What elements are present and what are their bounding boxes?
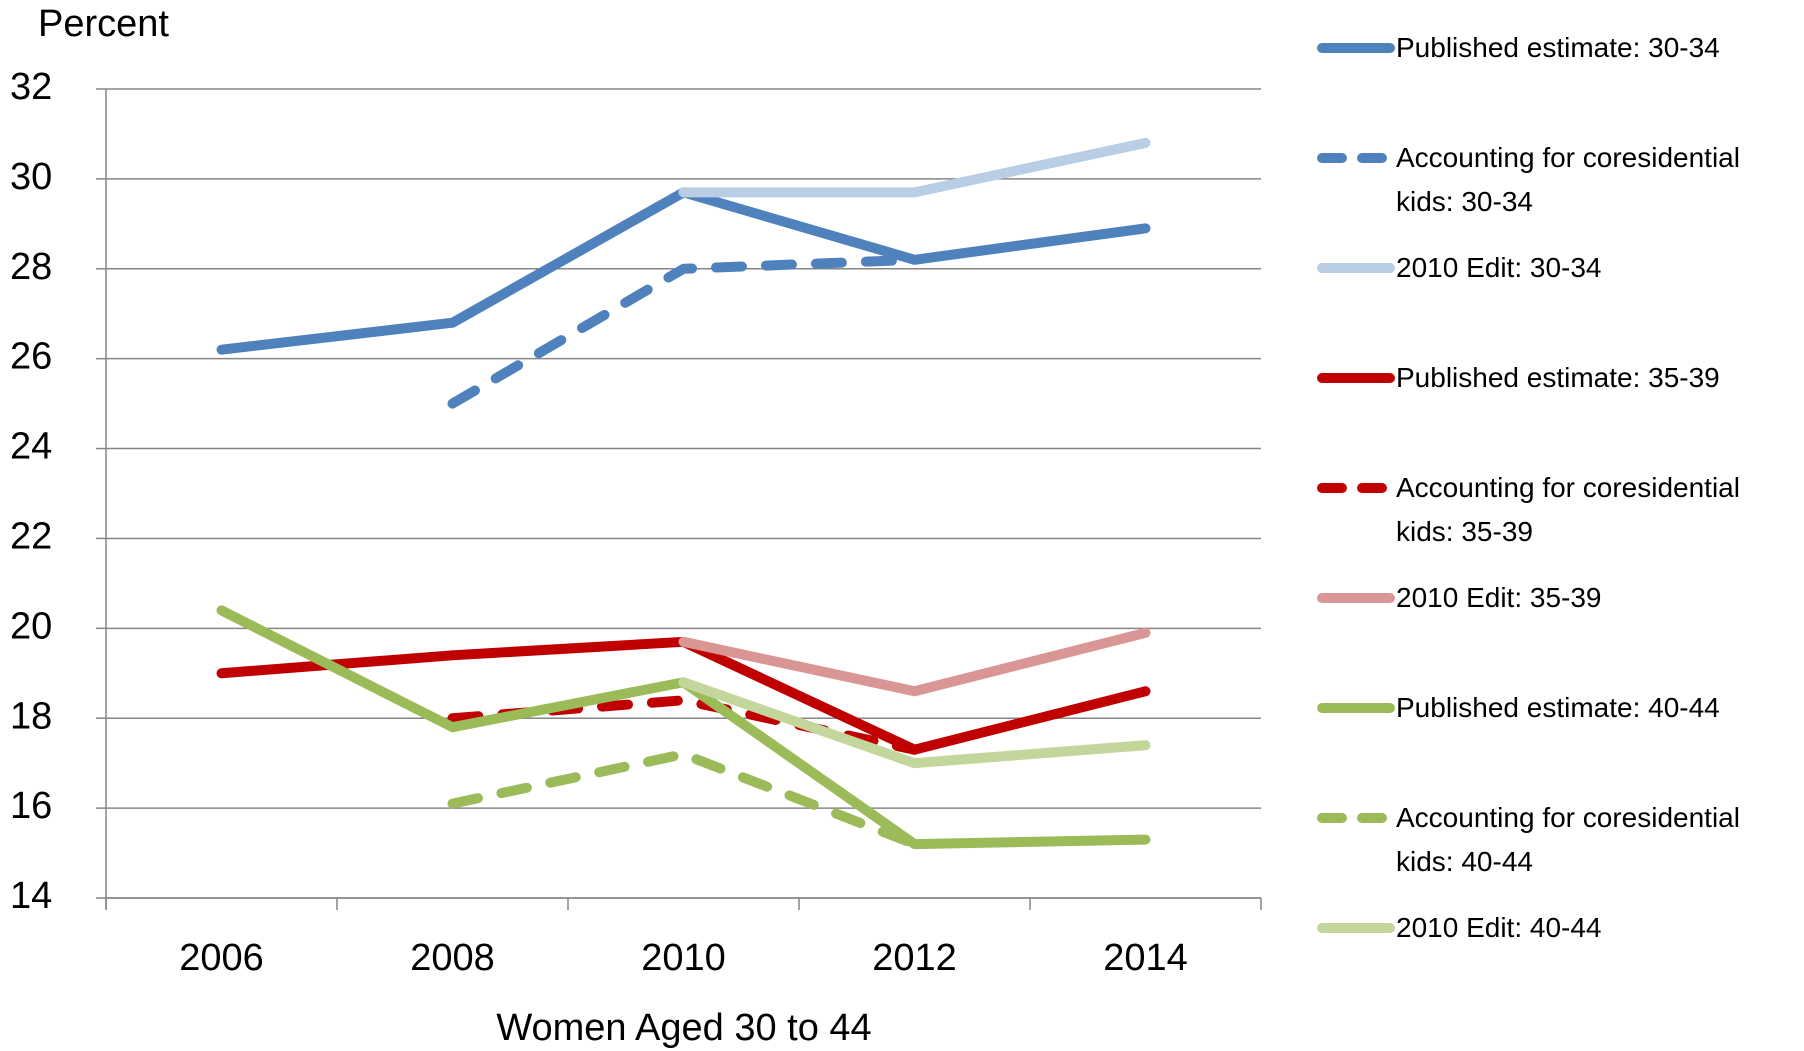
y-tick-label: 26 <box>10 336 52 378</box>
legend-label: 2010 Edit: 30-34 <box>1396 252 1602 283</box>
legend-label: Accounting for coresidential kids: 30-34 <box>1396 142 1740 217</box>
y-tick-label: 14 <box>10 875 52 917</box>
legend-entry: Accounting for coresidential kids: 40-44 <box>1316 800 1796 910</box>
x-tick-label: 2010 <box>641 937 726 979</box>
y-tick-label: 30 <box>10 156 52 198</box>
legend-label: Published estimate: 40-44 <box>1396 692 1720 723</box>
legend-swatch <box>1317 593 1395 603</box>
legend-swatch <box>1317 813 1395 823</box>
x-tick-label: 2012 <box>872 937 957 979</box>
legend-entry: Published estimate: 40-44 <box>1316 690 1796 800</box>
x-tick-label: 2006 <box>179 937 264 979</box>
legend: Published estimate: 30-34 Accounting for … <box>1316 30 1796 1020</box>
legend-entry: Published estimate: 35-39 <box>1316 360 1796 470</box>
legend-swatch <box>1317 263 1395 273</box>
legend-label: Published estimate: 30-34 <box>1396 32 1720 63</box>
legend-label: 2010 Edit: 35-39 <box>1396 582 1602 613</box>
x-tick-label: 2014 <box>1103 937 1188 979</box>
legend-swatch <box>1317 923 1395 933</box>
legend-swatch <box>1317 483 1395 493</box>
series-line <box>678 627 1151 697</box>
legend-entry: 2010 Edit: 30-34 <box>1316 250 1796 360</box>
y-tick-label: 22 <box>10 515 52 557</box>
legend-swatch <box>1317 153 1395 163</box>
legend-label: Published estimate: 35-39 <box>1396 362 1720 393</box>
legend-entry: Accounting for coresidential kids: 35-39 <box>1316 470 1796 580</box>
legend-swatch <box>1317 43 1395 53</box>
y-tick-label: 20 <box>10 605 52 647</box>
legend-label: Accounting for coresidential kids: 35-39 <box>1396 472 1740 547</box>
legend-entry: 2010 Edit: 40-44 <box>1316 910 1796 1020</box>
x-tick-label: 2008 <box>410 937 495 979</box>
legend-label: 2010 Edit: 40-44 <box>1396 912 1602 943</box>
legend-swatch <box>1317 373 1395 383</box>
series-line <box>216 636 1151 755</box>
y-tick-label: 32 <box>10 66 52 108</box>
series-line <box>678 677 1151 769</box>
y-axis-title: Percent <box>38 3 169 45</box>
legend-label: Accounting for coresidential kids: 40-44 <box>1396 802 1740 877</box>
chart: Percent Women Aged 30 to 44 14 16 18 20 22 24… <box>10 3 1262 1049</box>
y-tick-label: 18 <box>10 695 52 737</box>
series-line <box>447 254 920 409</box>
y-tick-label: 16 <box>10 785 52 827</box>
series-line <box>678 137 1151 198</box>
legend-entry: 2010 Edit: 35-39 <box>1316 580 1796 690</box>
series-line <box>447 749 920 850</box>
y-tick-label: 24 <box>10 426 52 468</box>
y-tick-label: 28 <box>10 246 52 288</box>
x-axis-title: Women Aged 30 to 44 <box>496 1007 871 1049</box>
legend-swatch <box>1317 703 1395 713</box>
legend-entry: Accounting for coresidential kids: 30-34 <box>1316 140 1796 250</box>
legend-entry: Published estimate: 30-34 <box>1316 30 1796 140</box>
